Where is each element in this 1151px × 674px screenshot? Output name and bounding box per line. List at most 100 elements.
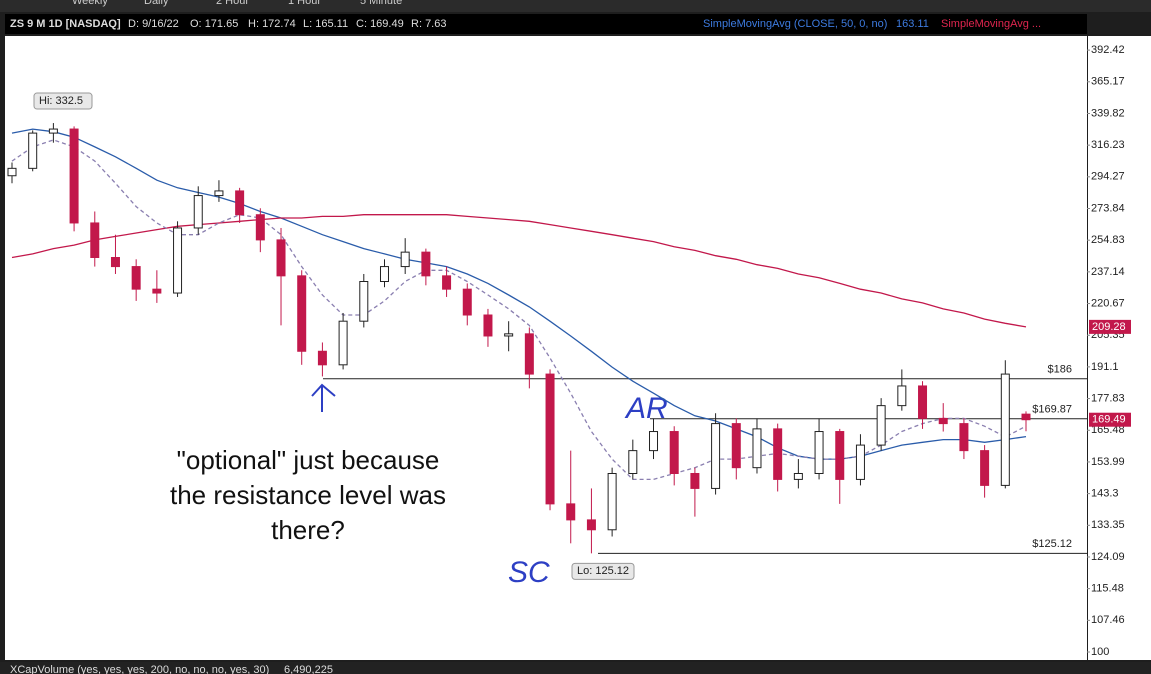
candle-body (545, 373, 555, 505)
sma200-legend: SimpleMovingAvg ... (941, 18, 1041, 30)
value: 172.74 (262, 18, 296, 30)
candle-body (317, 350, 327, 366)
candle-body (193, 195, 203, 229)
y-tick-label: 165.48 (1091, 424, 1125, 436)
date-field: D: 9/16/22 (128, 18, 179, 30)
toolbar-tab[interactable]: 5 Minute (360, 0, 402, 7)
candle-body (669, 431, 679, 474)
candle-body (773, 428, 783, 480)
note-line: the resistance level was (170, 480, 446, 510)
close-field: C: 169.49 (356, 18, 404, 30)
candle-body (110, 257, 120, 268)
candle-body (566, 503, 576, 521)
candle-body (793, 472, 803, 480)
label: R: (411, 18, 422, 30)
candle-body (814, 431, 824, 474)
candle-body (855, 444, 865, 480)
lo-box (571, 562, 635, 580)
sma50-value: 163.11 (896, 18, 929, 30)
candle-body (649, 431, 659, 452)
candle-body (876, 405, 886, 446)
sma200-badge (1089, 319, 1131, 334)
open-field: O: 171.65 (190, 18, 238, 30)
candle-body (607, 472, 617, 531)
y-tick-label: 133.35 (1091, 519, 1125, 531)
candle-body (1000, 373, 1010, 486)
candle-body (90, 222, 100, 259)
candle-body (980, 450, 990, 486)
level-label: $186 (1048, 364, 1072, 376)
candle-body (731, 423, 741, 469)
low-field: L: 165.11 (303, 18, 348, 30)
toolbar (0, 0, 1151, 12)
candle-body (483, 314, 493, 337)
candle-body (359, 281, 369, 322)
toolbar-tab[interactable]: 1 Hour (288, 0, 321, 7)
y-tick-label: 177.83 (1091, 392, 1125, 404)
y-tick-label: 254.83 (1091, 234, 1125, 246)
y-tick-label: 392.42 (1091, 44, 1125, 56)
symbol: ZS 9 M 1D [NASDAQ] (10, 18, 121, 30)
value: 171.65 (205, 18, 239, 30)
y-tick-label: 365.17 (1091, 76, 1125, 88)
candle-body (752, 428, 762, 469)
candle-body (400, 251, 410, 268)
y-tick-label: 153.99 (1091, 456, 1125, 468)
candle-body (7, 167, 17, 177)
candle-body (586, 519, 596, 531)
candle-body (938, 417, 948, 425)
value: 165.11 (315, 18, 348, 30)
label: L: (303, 18, 312, 30)
y-tick-label: 273.84 (1091, 202, 1125, 214)
candle-body (628, 450, 638, 474)
label: O: (190, 18, 202, 30)
label: H: (248, 18, 259, 30)
y-tick-label: 115.48 (1091, 583, 1124, 595)
candle-body (690, 472, 700, 489)
value: 9/16/22 (142, 18, 179, 30)
indicator-bar (0, 662, 1151, 674)
candle-body (711, 423, 721, 489)
indicator-value: 6,490,225 (284, 664, 333, 674)
value: 7.63 (425, 18, 446, 30)
sc-mark: SC (508, 556, 550, 589)
candle-body (338, 320, 348, 366)
last-price-label: 169.49 (1092, 414, 1126, 426)
candle-body (297, 275, 307, 352)
moving-average (11, 214, 1027, 328)
y-tick-label: 339.82 (1091, 107, 1125, 119)
candle-body (379, 266, 389, 283)
toolbar-tab[interactable]: 2 Hour (216, 0, 249, 7)
candle-body (504, 333, 514, 337)
y-tick-label: 100 (1091, 646, 1109, 658)
candle-body (462, 288, 472, 316)
plot-area (5, 36, 1087, 660)
moving-average (11, 139, 1027, 481)
candle-body (214, 190, 224, 197)
arrow (311, 383, 336, 412)
candle-body (48, 128, 58, 134)
y-tick-label: 237.14 (1091, 266, 1125, 278)
label: C: (356, 18, 367, 30)
candle-body (959, 423, 969, 452)
candle-body (69, 128, 79, 224)
hi-label: Hi: 332.5 (39, 95, 83, 107)
high-field: H: 172.74 (248, 18, 296, 30)
toolbar-tab[interactable]: Daily (144, 0, 169, 7)
candle-body (442, 275, 452, 290)
sma200-label: 209.28 (1092, 321, 1126, 333)
sma50-legend: SimpleMovingAvg (CLOSE, 50, 0, no) (703, 18, 887, 30)
candle-body (276, 239, 286, 277)
candle-body (421, 251, 431, 277)
toolbar-tab[interactable]: Weekly (72, 0, 108, 7)
y-tick-label: 316.23 (1091, 139, 1125, 151)
y-tick-label: 124.09 (1091, 551, 1125, 563)
y-tick-label: 143.3 (1091, 488, 1119, 500)
note-line: there? (271, 515, 345, 545)
candle-body (255, 214, 265, 241)
note: "optional" just because the resistance l… (170, 445, 446, 545)
level-label: $169.87 (1032, 404, 1072, 416)
label: D: (128, 18, 139, 30)
